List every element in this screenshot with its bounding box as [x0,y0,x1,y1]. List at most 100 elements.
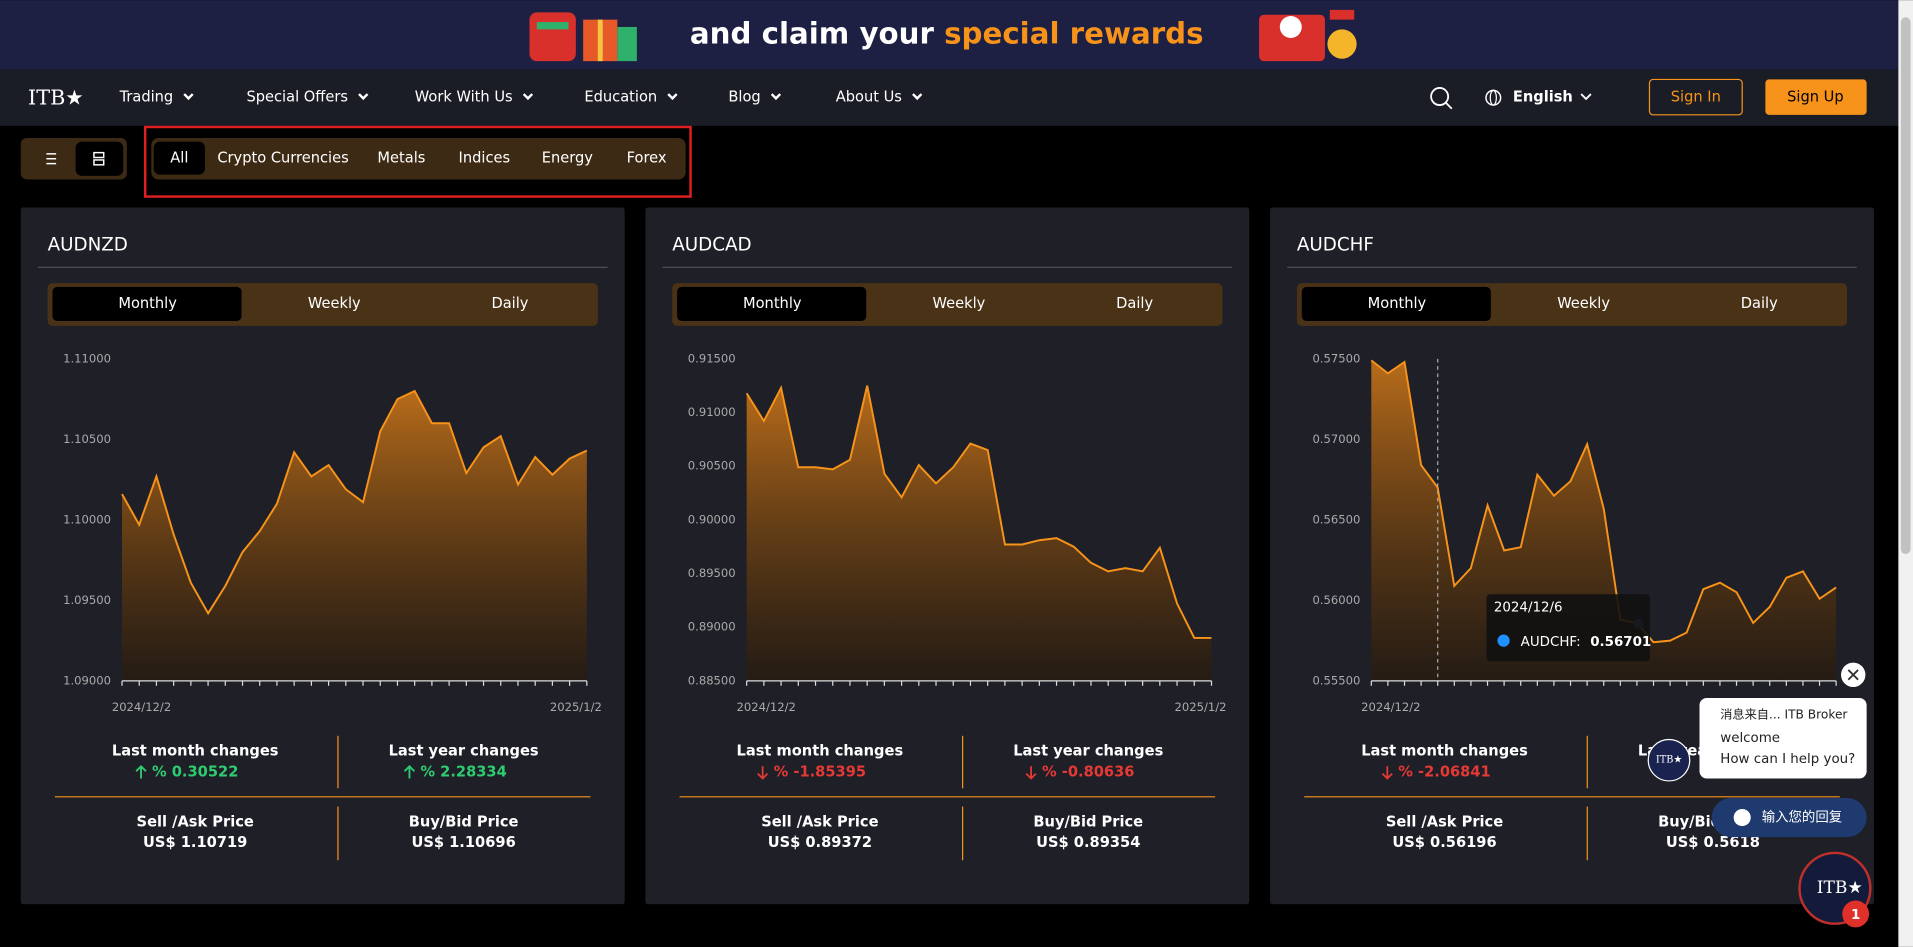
x-tick-label: 2025/1/2 [1175,700,1227,714]
stat-arrow [135,765,147,779]
list-view-icon[interactable] [46,153,57,165]
filter-tab[interactable]: Crypto Currencies [217,150,348,167]
nav-item[interactable]: Trading [119,89,174,106]
nav-item[interactable]: About Us [836,89,902,106]
grid-view-icon [93,151,105,166]
nav-chevron [522,93,534,101]
sign-in-button[interactable] [1648,78,1743,116]
language-selector[interactable]: English [1513,89,1573,106]
stat-value: US$ 0.89354 [1036,834,1140,851]
banner-gift-icon [529,12,637,62]
chat-line: How can I help you? [1720,752,1855,767]
scrollbar-thumb[interactable] [1900,17,1911,555]
stat-value: % -0.80636 [1042,763,1134,780]
chart-title: AUDCHF [1297,234,1374,255]
stat-label: Last year changes [1013,743,1163,760]
nav-chevron [667,93,678,101]
banner-highlight: special rewards [944,16,1203,50]
filter-tab[interactable]: Indices [459,150,511,167]
stat-value: % -2.06841 [1398,763,1490,780]
nav-item[interactable]: Work With Us [415,89,513,106]
logo[interactable]: ITB★ [28,85,84,109]
chat-line: welcome [1720,731,1780,746]
chat-avatar-logo: ITB★ [1656,755,1683,766]
sign-up-label[interactable]: Sign Up [1787,89,1844,106]
tooltip-label: AUDCHF: [1521,635,1581,650]
banner-text: and claim your special rewards [690,16,1204,50]
period-tab[interactable]: Daily [1741,295,1778,312]
nav-item[interactable]: Education [584,89,657,106]
y-tick-label: 0.91000 [688,405,736,419]
stat-arrow [403,765,415,779]
period-tab[interactable]: Monthly [1368,295,1427,312]
filter-tab[interactable]: Energy [542,150,594,167]
y-tick-label: 0.91500 [688,351,736,365]
chat-avatar [1647,738,1691,782]
tooltip-date: 2024/12/6 [1494,601,1563,616]
chat-input-label[interactable]: 输入您的回复 [1762,809,1842,826]
y-tick-label: 0.89500 [688,566,736,580]
nav-item[interactable]: Special Offers [246,89,348,106]
chart-card: AUDCAD Monthly Weekly Daily 0.88500 0.89000 0.… [645,207,1250,905]
stat-arrow [1381,766,1393,780]
nav-item[interactable]: Blog [728,89,760,106]
period-tab[interactable]: Monthly [118,295,177,312]
nav-chevron [912,93,923,101]
y-tick-label: 0.88500 [688,673,736,687]
filter-tab[interactable]: Metals [377,150,425,167]
stat-label: Buy/Bid Price [409,813,519,830]
sign-up-button[interactable] [1765,79,1867,115]
tooltip-value: 0.56701 [1590,635,1651,650]
chat-close-icon [1847,669,1859,681]
period-tab[interactable]: Weekly [1557,295,1610,312]
navbar [0,69,1899,126]
chat-header: 消息来自... ITB Broker [1720,707,1848,722]
banner-text-plain: and claim your [690,16,944,50]
chat-bubble [1699,697,1867,779]
stat-label: Last year changes [389,743,539,760]
period-tab-active [52,286,242,321]
period-tab[interactable]: Monthly [743,295,802,312]
filter-tab[interactable]: All [170,150,188,167]
y-tick-label: 1.09500 [63,593,111,607]
period-tab[interactable]: Daily [1116,295,1153,312]
period-tab-active [1301,286,1491,321]
y-tick-label: 0.89000 [688,620,736,634]
stat-value: % 0.30522 [152,763,238,780]
y-tick-label: 1.10500 [63,432,111,446]
grid-view-button[interactable] [75,141,124,176]
chat-input[interactable] [1711,798,1867,838]
y-tick-label: 1.09000 [63,673,111,687]
y-tick-label: 0.90500 [688,459,736,473]
y-tick-label: 0.57500 [1312,351,1360,365]
filter-active [153,141,205,175]
chart-card: AUDNZD Monthly Weekly Daily 1.09000 1.09500 1.… [20,207,625,905]
y-tick-label: 0.56000 [1312,593,1360,607]
nav-chevron [183,93,194,101]
y-tick-label: 1.10000 [63,512,111,526]
period-tab[interactable]: Weekly [933,295,986,312]
stat-label: Sell /Ask Price [1386,813,1503,830]
y-tick-label: 0.90000 [688,512,736,526]
sign-in-label[interactable]: Sign In [1671,89,1721,106]
stat-label: Sell /Ask Price [137,813,254,830]
tooltip-swatch [1497,634,1510,647]
chat-badge [1842,900,1870,928]
stat-value: US$ 0.89372 [768,834,872,851]
search-icon-handle [1445,101,1453,110]
period-tab[interactable]: Daily [491,295,528,312]
search-icon[interactable] [1430,87,1450,106]
period-tab[interactable]: Weekly [308,295,361,312]
banner[interactable] [0,0,1899,70]
period-tab-active [677,286,867,321]
stat-label: Last month changes [112,743,279,760]
area-fill [122,391,587,681]
stat-value: % -1.85395 [774,763,866,780]
stat-label: Sell /Ask Price [761,813,878,830]
nav-menu: Trading Special Offers Work With Us Educati… [119,89,923,106]
filter-tab[interactable]: Forex [627,150,667,167]
y-tick-label: 0.57000 [1312,432,1360,446]
stat-value: US$ 1.10696 [411,834,515,851]
stat-value: US$ 1.10719 [143,834,247,851]
